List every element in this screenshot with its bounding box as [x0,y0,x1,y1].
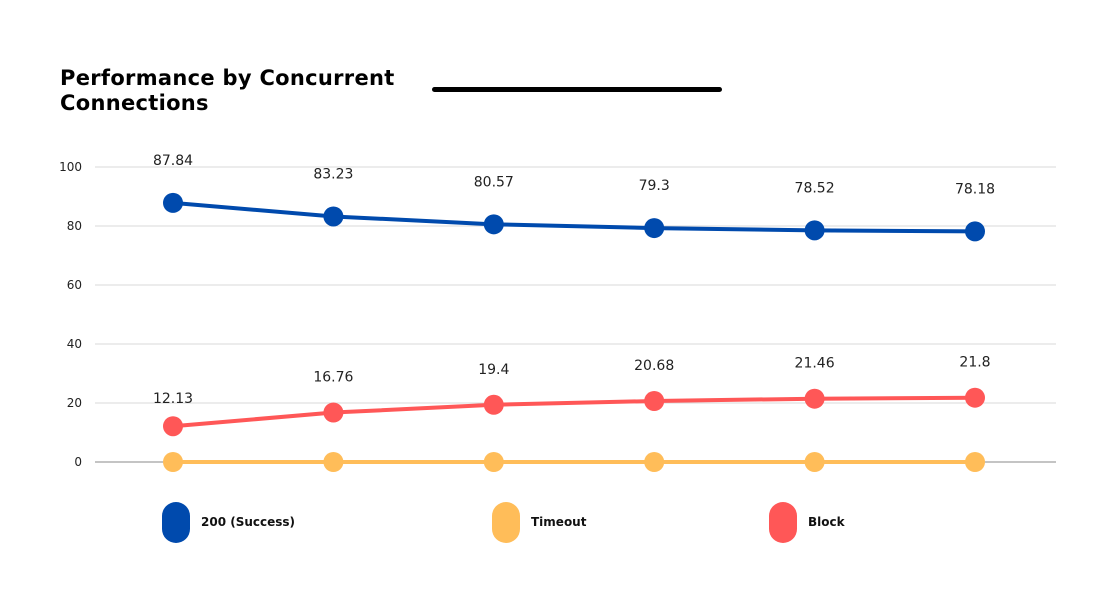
data-point [804,220,825,241]
y-tick-label: 80 [67,219,82,233]
data-point [644,218,665,239]
y-tick-label: 100 [59,160,82,174]
legend-label: Block [808,515,846,529]
data-label: 87.84 [153,153,193,169]
data-point [323,402,344,423]
data-point [804,452,825,472]
data-point [163,192,183,213]
data-point [804,388,825,409]
data-point [965,387,985,408]
series-line [172,200,976,234]
data-point [644,452,665,472]
data-point [644,390,665,411]
chart-title: Performance by Concurrent Connections [60,66,395,115]
y-tick-label: 40 [67,337,82,351]
data-label: 19.4 [478,362,509,378]
data-point [163,452,183,472]
data-point [965,452,985,472]
y-tick-label: 20 [67,396,82,410]
data-point [483,214,504,235]
legend-label: Timeout [531,515,587,529]
data-point [965,221,985,242]
y-tick-label: 60 [67,278,82,292]
data-label: 78.52 [795,180,835,196]
legend-label: 200 (Success) [201,515,295,529]
data-point [323,452,344,472]
data-label: 79.3 [639,178,670,194]
data-label: 80.57 [474,174,514,190]
legend-swatch [769,502,797,543]
data-label: 78.18 [955,181,995,197]
series-line [172,395,976,429]
data-label: 12.13 [153,391,193,407]
data-label: 21.8 [959,355,990,371]
legend-swatch [162,502,190,543]
data-label: 21.46 [795,356,835,372]
y-tick-label: 0 [74,455,82,469]
data-point [163,416,183,437]
title-underline [432,87,722,92]
data-point [323,206,344,227]
data-label: 16.76 [313,370,353,386]
data-point [483,452,504,472]
data-label: 83.23 [313,166,353,182]
data-label: 20.68 [634,358,674,374]
data-point [483,394,504,415]
legend-swatch [492,502,520,543]
